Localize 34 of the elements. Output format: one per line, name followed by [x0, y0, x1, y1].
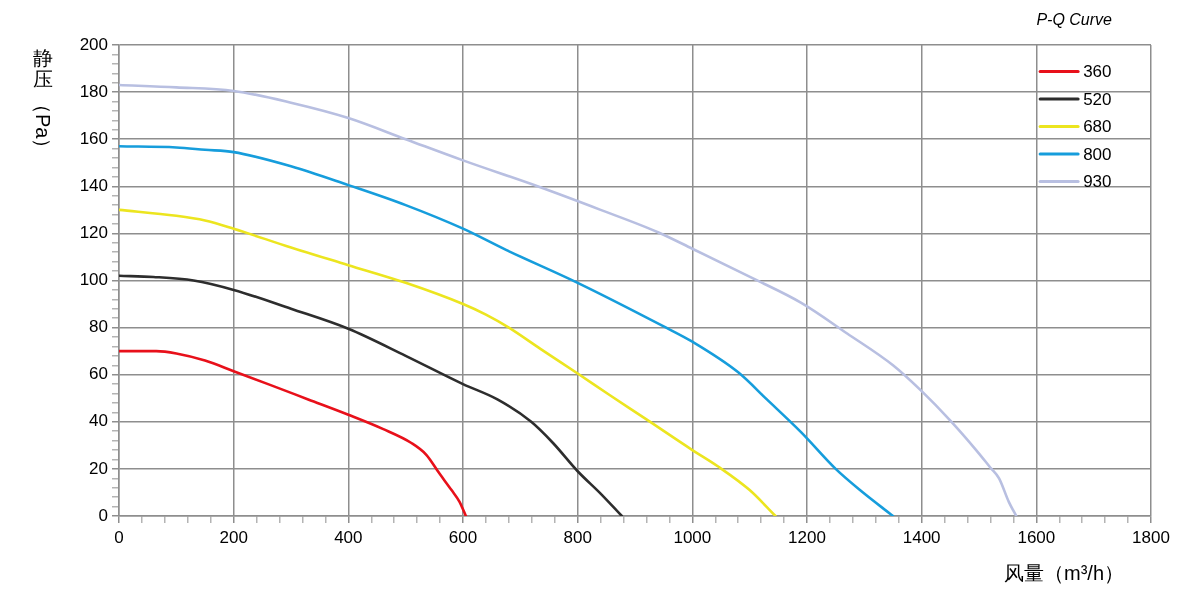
legend-label: 360: [1083, 62, 1112, 82]
legend-label: 680: [1083, 117, 1112, 137]
x-tick-label: 1800: [1132, 527, 1170, 547]
y-tick-label: 200: [79, 34, 108, 54]
x-tick-label: 200: [219, 527, 248, 547]
y-tick-label: 60: [89, 364, 108, 384]
y-tick-label: 160: [79, 128, 108, 148]
line-series: [119, 144, 895, 516]
x-tick-label: 1200: [788, 527, 826, 547]
legend-label: 930: [1083, 172, 1112, 192]
x-axis-title: 风量（m³/h）: [1004, 561, 1124, 586]
x-tick-label: 1000: [673, 527, 712, 547]
y-tick-label: 0: [98, 505, 108, 525]
y-tick-label: 120: [79, 223, 108, 243]
y-tick-label: 140: [79, 175, 108, 195]
line-series: [119, 208, 777, 516]
y-tick-label: 20: [89, 458, 108, 478]
x-tick-label: 400: [334, 527, 363, 547]
y-tick-label: 100: [79, 270, 108, 290]
line-series: [119, 349, 468, 516]
x-tick-label: 800: [563, 527, 592, 547]
legend-label: 520: [1083, 89, 1112, 109]
x-tick-label: 0: [114, 527, 124, 547]
y-tick-label: 40: [89, 411, 108, 431]
x-tick-label: 600: [448, 527, 478, 547]
chart-title: P-Q Curve: [1036, 10, 1112, 30]
line-series: [119, 83, 1018, 516]
line-series: [119, 274, 624, 516]
x-tick-label: 1400: [902, 527, 941, 547]
legend-label: 800: [1083, 144, 1112, 164]
y-tick-label: 180: [79, 81, 108, 101]
x-tick-label: 1600: [1017, 527, 1056, 547]
y-tick-label: 80: [89, 317, 108, 337]
y-axis-title: 静压（Pa）: [31, 47, 55, 159]
